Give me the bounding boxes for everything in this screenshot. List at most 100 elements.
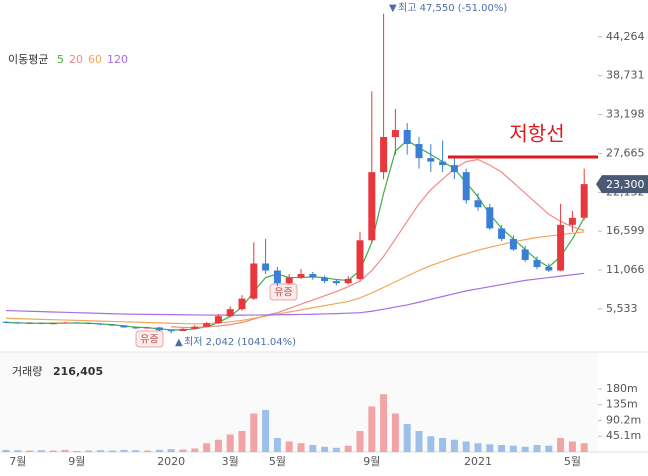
candle-body — [521, 249, 529, 260]
volume-bar — [49, 450, 57, 452]
volume-bar — [262, 409, 270, 452]
candle-body — [403, 129, 411, 145]
volume-bar — [285, 441, 293, 452]
volume-bar — [474, 443, 482, 452]
low-note: 최저 2,042 (1041.04%) — [184, 336, 296, 348]
event-badge — [269, 283, 298, 301]
candle-body — [498, 228, 506, 239]
x-tick-label: 5월 — [564, 455, 581, 468]
candle-body — [37, 322, 45, 324]
volume-bar — [2, 449, 10, 452]
resistance-label: 저항선 — [509, 122, 564, 146]
volume-bar — [61, 449, 69, 452]
volume-bar — [450, 439, 458, 452]
volume-bar — [321, 446, 329, 452]
candle-body — [2, 321, 10, 323]
volume-bar — [521, 446, 529, 452]
y2-tick-label: 135m — [606, 398, 638, 411]
candle-body — [120, 325, 128, 328]
event-label: 유증 — [274, 287, 292, 299]
volume-bar — [73, 450, 81, 452]
candle-body — [368, 172, 376, 241]
x-tick-label: 7월 — [9, 455, 26, 468]
volume-bar — [297, 443, 305, 452]
candle-body — [26, 322, 34, 324]
candle-body — [132, 327, 140, 329]
x-tick-label: 2021 — [464, 455, 492, 468]
legend-item: 20 — [69, 53, 83, 66]
volume-bar — [179, 449, 187, 452]
volume-bar — [462, 441, 470, 452]
volume-bar — [545, 445, 553, 452]
high-arrow: ▼ — [389, 3, 397, 14]
volume-bar — [250, 413, 258, 452]
candle-body — [427, 158, 435, 162]
x-tick-label: 2020 — [157, 455, 185, 468]
candle-body — [167, 330, 175, 332]
candle-body — [285, 277, 293, 284]
legend-title: 이동평균 — [8, 53, 48, 66]
candle-body — [450, 165, 458, 173]
volume-bar — [273, 437, 281, 452]
volume-bar — [226, 434, 234, 452]
candle-body — [344, 278, 352, 284]
candle-body — [14, 322, 22, 324]
candle-body — [509, 238, 517, 250]
candle-body — [226, 309, 234, 317]
y-tick-label: 27,665 — [606, 146, 645, 159]
volume-bar — [427, 436, 435, 452]
y-tick-label: 44,264 — [606, 30, 645, 43]
event-badge — [135, 330, 164, 348]
candle-body — [85, 322, 93, 324]
candle-body — [356, 240, 364, 279]
candle-body — [49, 323, 57, 325]
volume-bar — [26, 450, 34, 452]
high-note: 최고 47,550 (-51.00%) — [398, 2, 507, 14]
volume-bar — [120, 449, 128, 452]
candle-body — [474, 200, 482, 208]
candle-body — [557, 224, 565, 271]
volume-bar — [415, 430, 423, 452]
candle-body — [108, 324, 116, 326]
candle-body — [533, 259, 541, 268]
volume-bar — [356, 430, 364, 452]
candle-body — [415, 144, 423, 159]
volume-bar — [391, 413, 399, 452]
legend-item: 120 — [107, 53, 128, 66]
volume-bar — [155, 449, 163, 452]
volume-pane — [0, 352, 598, 452]
y-tick-label: 5,533 — [606, 302, 638, 315]
candle-body — [309, 274, 317, 278]
y-tick-label: 11,066 — [606, 263, 645, 276]
candle-body — [332, 281, 340, 284]
volume-bar — [203, 443, 211, 452]
candle-body — [380, 137, 388, 173]
ma-line — [5, 272, 585, 316]
x-tick-label: 9월 — [363, 455, 380, 468]
volume-bar — [132, 450, 140, 452]
event-label: 유증 — [140, 334, 158, 346]
volume-bar — [332, 447, 340, 452]
y-tick-label: 16,599 — [606, 224, 645, 237]
volume-bar — [85, 450, 93, 452]
candle-body — [545, 267, 553, 271]
volume-bar — [403, 423, 411, 452]
candle-body — [214, 316, 222, 324]
volume-bar — [580, 443, 588, 452]
candle-body — [580, 184, 588, 218]
x-tick-label: 3월 — [222, 455, 239, 468]
volume-bar — [144, 450, 152, 452]
candle-body — [96, 323, 104, 325]
volume-bar — [309, 444, 317, 452]
candle-body — [391, 129, 399, 138]
volume-bar — [344, 445, 352, 452]
low-arrow: ▲ — [175, 337, 183, 348]
volume-bar — [439, 437, 447, 452]
price-tag — [596, 175, 648, 194]
candle-body — [73, 322, 81, 324]
candle-body — [179, 328, 187, 331]
volume-bar — [214, 439, 222, 452]
y2-tick-label: 90.2m — [606, 413, 641, 426]
volume-title: 거래량 — [12, 365, 42, 378]
